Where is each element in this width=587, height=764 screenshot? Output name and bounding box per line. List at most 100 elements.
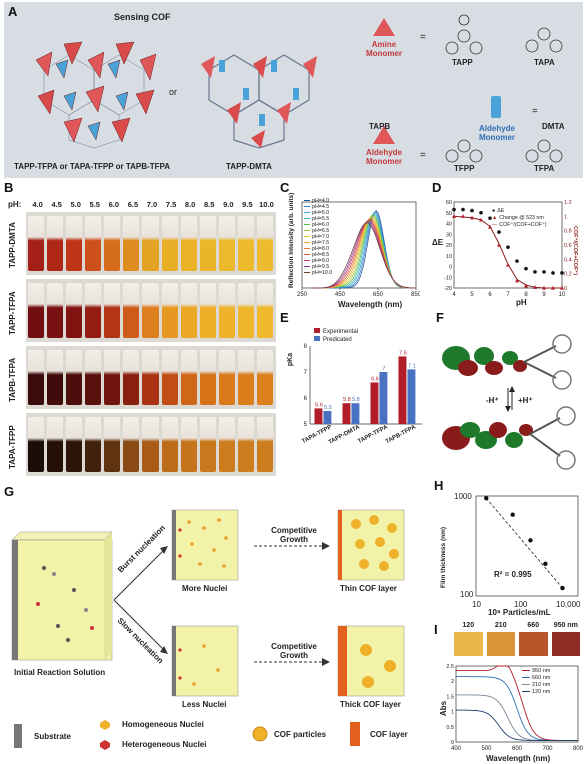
c-xtick-label: 450	[335, 292, 346, 298]
c-xlabel: Wavelength (nm)	[338, 300, 403, 309]
c-legend-label: pH=5.0	[312, 210, 330, 216]
c-legend-item: pH=4.5	[304, 204, 332, 210]
d-point-deltae	[452, 207, 456, 212]
swatch-label: 210	[494, 622, 507, 629]
cof-framework-right	[201, 54, 317, 149]
ph-value: 9.5	[242, 200, 253, 209]
e-bar-value: 5.8	[352, 397, 360, 403]
vial	[256, 216, 273, 271]
legend-layer: COF layer	[370, 730, 408, 739]
vial	[47, 216, 64, 271]
equals-1: =	[420, 32, 426, 43]
c-legend-label: pH=5.5	[312, 216, 330, 222]
d-y2tick-label: 0.4	[564, 257, 572, 263]
e-legend-item: Predicated	[314, 336, 358, 344]
c-legend-label: pH=4.0	[312, 198, 330, 204]
vial	[256, 350, 273, 405]
vial	[218, 417, 235, 472]
i-ytick-label: 0	[451, 740, 454, 746]
vial-row-label: TAPP-DMTA	[8, 222, 17, 268]
ph-value: 5.0	[70, 200, 81, 209]
panel-h: H Film thickness (nm) 10⁸ Particles/mL R…	[434, 478, 584, 618]
d-point-change	[461, 214, 465, 218]
d-y2tick-label: 0	[564, 286, 567, 292]
vial	[104, 216, 121, 271]
d-point-change	[506, 262, 510, 267]
i-xtick-label: 700	[542, 746, 553, 752]
c-legend-swatch	[304, 211, 310, 214]
panel-letter: G	[4, 484, 15, 499]
vial	[47, 417, 64, 472]
d-point-change	[470, 215, 474, 220]
e-legend: Experimental Predicated	[314, 328, 358, 344]
d-legend-item: — COF⁺/(COF+COF⁺)	[492, 222, 547, 229]
vial	[104, 417, 121, 472]
h-plot-frame	[475, 495, 579, 597]
e-bar-value: 5.8	[343, 397, 351, 403]
orbital-top	[442, 334, 572, 390]
c-legend-label: pH=7.0	[312, 234, 330, 240]
name-dmta: DMTA	[542, 122, 565, 131]
i-legend-label: 210 nm	[532, 682, 551, 688]
e-legend-label: Predicated	[323, 337, 352, 343]
d-xlabel: pH	[516, 298, 527, 307]
c-legend-swatch	[304, 259, 310, 262]
d-y2tick-label: 0.2	[564, 272, 572, 278]
d-legend-label: ΔE	[497, 208, 505, 214]
c-legend-swatch	[304, 229, 310, 232]
vial	[66, 417, 83, 472]
vial	[218, 283, 235, 338]
vial	[218, 350, 235, 405]
vial	[85, 417, 102, 472]
c-legend-item: pH=6.5	[304, 228, 332, 234]
i-ytick-label: 1	[451, 710, 454, 716]
d-legend-label: Change @ 523 nm	[499, 215, 544, 221]
initial-box	[11, 531, 113, 661]
g-thick: Thick COF layer	[340, 700, 401, 709]
f-plus-h: +H⁺	[518, 396, 533, 405]
film-swatch	[551, 632, 580, 656]
h-r2: R² = 0.995	[494, 570, 532, 579]
d-point-deltae	[470, 208, 474, 213]
d-point-deltae	[515, 259, 519, 263]
h-xlabel: 10⁸ Particles/mL	[488, 608, 551, 617]
d-ytick-label: 10	[446, 254, 452, 260]
c-legend-item: pH=6.0	[304, 222, 332, 228]
h-point	[528, 538, 533, 543]
d-y2tick-label: 1.2	[564, 200, 572, 206]
h-point	[543, 561, 548, 566]
c-legend-label: pH=10.0	[312, 270, 333, 276]
i-legend-label: 950 nm	[532, 668, 551, 674]
film-swatch	[519, 632, 548, 656]
panel-letter: I	[434, 622, 438, 637]
vial	[123, 283, 140, 338]
d-point-change	[560, 285, 564, 290]
e-ytick-label: 7	[304, 370, 308, 376]
d-point-change	[488, 224, 492, 229]
legend-heterogeneous: Heterogeneous Nuclei	[122, 740, 207, 749]
d-legend-item: ● ΔE	[492, 208, 547, 215]
swatch-label: 660	[527, 622, 540, 629]
vial	[199, 350, 216, 405]
c-legend-swatch	[304, 253, 310, 256]
ph-value: 7.5	[165, 200, 177, 209]
ph-value: 6.5	[127, 200, 139, 209]
d-point-change	[452, 214, 456, 218]
e-bar-value: 6.6	[371, 376, 379, 382]
h-ytick-1000: 1000	[454, 492, 472, 501]
d-plot-frame	[453, 201, 563, 289]
e-bar-value: 7.1	[408, 363, 416, 369]
panel-letter: F	[436, 310, 444, 325]
d-legend-marker: ▲	[492, 215, 498, 221]
i-ytick-label: 2	[451, 679, 454, 685]
thin-layer-box	[337, 509, 405, 581]
i-ytick-label: 0.5	[446, 725, 454, 731]
swatch-label: 950 nm	[553, 622, 578, 629]
i-series-line	[456, 694, 578, 741]
c-legend-label: pH=9.0	[312, 258, 330, 264]
d-point-change	[533, 285, 537, 289]
e-bar-value: 5.6	[315, 402, 323, 408]
vial	[66, 283, 83, 338]
c-legend-label: pH=7.5	[312, 240, 330, 246]
d-point-deltae	[542, 270, 546, 274]
